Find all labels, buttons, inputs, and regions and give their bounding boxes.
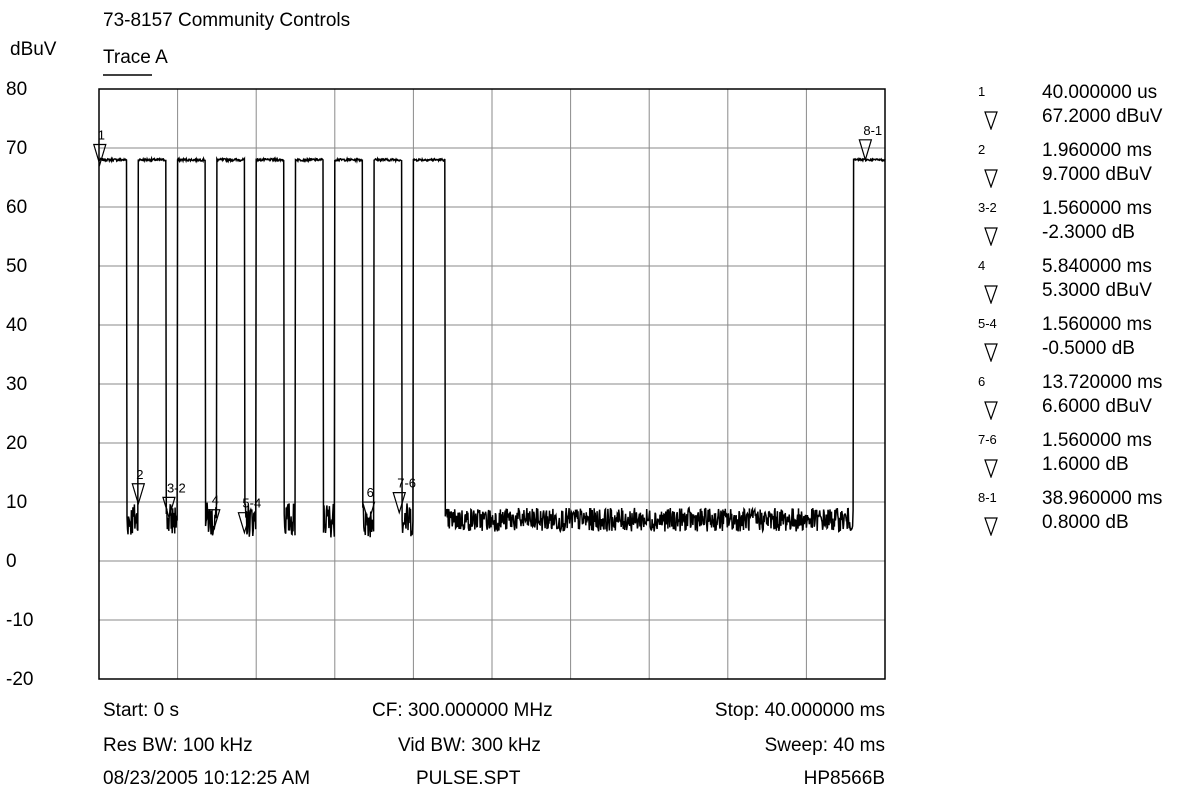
marker-legend-row: 1 40.000000 us 67.2000 dBuV: [978, 82, 1193, 142]
marker-7-6-label: 7-6: [397, 476, 416, 491]
marker-legend-value: -2.3000 dB: [1042, 222, 1135, 243]
marker-4-triangle: [206, 509, 221, 532]
stop-label: Stop: 40.000000 ms: [714, 700, 885, 721]
marker-2-label: 2: [136, 467, 143, 482]
y-tick-label: -10: [6, 610, 34, 631]
marker-1-label: 1: [98, 128, 105, 143]
start-label: Start: 0 s: [103, 700, 180, 721]
marker-6-label: 6: [367, 485, 374, 500]
y-tick-label: -20: [6, 669, 34, 690]
marker-legend-time: 13.720000 ms: [1042, 372, 1163, 393]
marker-triangle-icon: [984, 459, 998, 478]
marker-8-1-label: 8-1: [863, 123, 882, 138]
y-tick-label: 70: [6, 138, 28, 159]
marker-triangle-icon: [984, 169, 998, 188]
center-frequency-label: CF: 300.000000 MHz: [372, 700, 553, 721]
y-tick-label: 30: [6, 374, 28, 395]
marker-legend-time: 38.960000 ms: [1042, 488, 1163, 509]
marker-legend-value: 0.8000 dB: [1042, 512, 1129, 533]
y-tick-label: 20: [6, 433, 28, 454]
y-tick-label: 50: [6, 256, 28, 277]
y-axis-unit-label: dBuV: [10, 39, 57, 60]
marker-triangle-icon: [984, 401, 998, 420]
trace-a-line: [98, 155, 886, 538]
marker-2-triangle: [131, 483, 146, 506]
marker-legend-id: 1: [978, 84, 986, 99]
plot-frame: [98, 88, 886, 680]
marker-legend-time: 5.840000 ms: [1042, 256, 1152, 277]
marker-legend-time: 1.960000 ms: [1042, 140, 1152, 161]
marker-triangle-icon: [984, 343, 998, 362]
y-tick-label: 80: [6, 79, 28, 100]
res-bw-label: Res BW: 100 kHz: [103, 735, 253, 756]
vid-bw-label: Vid BW: 300 kHz: [398, 735, 541, 756]
marker-legend-id: 3-2: [978, 200, 997, 215]
marker-legend-id: 8-1: [978, 490, 997, 505]
marker-6-triangle: [361, 501, 376, 525]
marker-legend-id: 2: [978, 142, 986, 157]
marker-4-label: 4: [212, 493, 219, 508]
marker-legend-id: 7-6: [978, 432, 997, 447]
marker-legend-row: 2 1.960000 ms 9.7000 dBuV: [978, 140, 1193, 200]
marker-legend-value: -0.5000 dB: [1042, 338, 1135, 359]
y-tick-label: 10: [6, 492, 28, 513]
trace-label: Trace A: [103, 47, 168, 68]
marker-3-2-triangle: [162, 496, 176, 520]
marker-triangle-icon: [984, 285, 998, 304]
marker-legend-time: 1.560000 ms: [1042, 198, 1152, 219]
marker-legend-time: 40.000000 us: [1042, 82, 1158, 103]
marker-legend-row: 4 5.840000 ms 5.3000 dBuV: [978, 256, 1193, 316]
marker-legend-time: 1.560000 ms: [1042, 314, 1152, 335]
date-time-label: 08/23/2005 10:12:25 AM: [103, 768, 311, 789]
marker-3-2-label: 3-2: [167, 480, 186, 495]
marker-legend-value: 9.7000 dBuV: [1042, 164, 1152, 185]
y-tick-label: 0: [6, 551, 17, 572]
marker-triangle-icon: [984, 227, 998, 246]
marker-legend-value: 5.3000 dBuV: [1042, 280, 1152, 301]
marker-legend-row: 5-4 1.560000 ms -0.5000 dB: [978, 314, 1193, 374]
marker-7-6-triangle: [392, 492, 407, 515]
marker-legend-value: 1.6000 dB: [1042, 454, 1129, 475]
marker-8-1-triangle: [858, 139, 873, 162]
marker-legend-row: 3-2 1.560000 ms -2.3000 dB: [978, 198, 1193, 258]
marker-5-4-label: 5-4: [242, 496, 261, 511]
marker-legend-row: 6 13.720000 ms 6.6000 dBuV: [978, 372, 1193, 432]
marker-triangle-icon: [984, 517, 998, 536]
marker-legend-row: 8-1 38.960000 ms 0.8000 dB: [978, 488, 1193, 548]
marker-legend-value: 6.6000 dBuV: [1042, 396, 1152, 417]
marker-legend-id: 4: [978, 258, 986, 273]
marker-legend-time: 1.560000 ms: [1042, 430, 1152, 451]
marker-points: 1 2 3-2 4 5-4 6 7-6 8-1: [92, 123, 882, 535]
y-tick-label: 60: [6, 197, 28, 218]
marker-legend-id: 5-4: [978, 316, 997, 331]
chart-title: 73-8157 Community Controls: [103, 10, 351, 31]
marker-5-4-triangle: [237, 512, 252, 535]
marker-1-triangle: [92, 143, 107, 167]
y-tick-label: 40: [6, 315, 28, 336]
file-name-label: PULSE.SPT: [416, 768, 521, 789]
marker-legend-row: 7-6 1.560000 ms 1.6000 dB: [978, 430, 1193, 490]
instrument-label: HP8566B: [803, 768, 885, 789]
marker-legend-id: 6: [978, 374, 986, 389]
marker-triangle-icon: [984, 111, 998, 130]
marker-legend-value: 67.2000 dBuV: [1042, 106, 1163, 127]
sweep-label: Sweep: 40 ms: [764, 735, 885, 756]
